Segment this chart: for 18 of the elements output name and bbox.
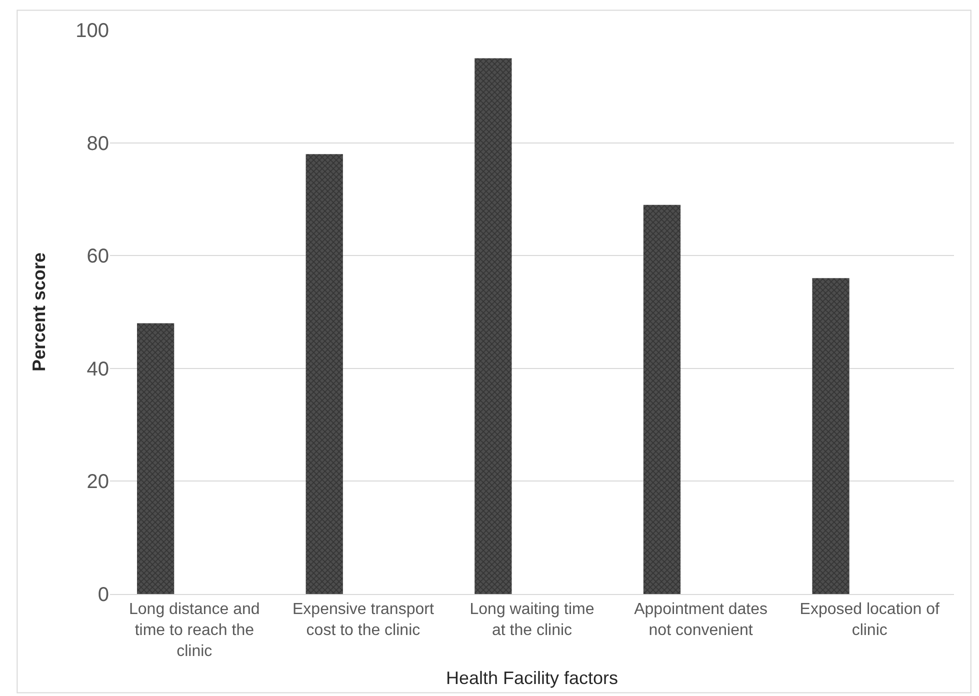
- y-tick-label: 100: [76, 20, 109, 42]
- x-tick-label: Appointment dates not convenient: [634, 601, 768, 639]
- x-tick-label: Exposed location of clinic: [800, 601, 940, 639]
- bar: [643, 204, 681, 594]
- bar: [137, 323, 174, 594]
- y-tick-label: 60: [86, 246, 109, 268]
- x-tick-label: Long waiting time at the clinic: [470, 601, 594, 639]
- bar: [474, 58, 512, 594]
- y-axis-title: Percent score: [28, 252, 49, 372]
- y-tick-label: 40: [86, 358, 109, 380]
- x-axis-title: Health Facility factors: [446, 668, 618, 688]
- y-tick-label: 80: [86, 132, 109, 155]
- bar: [306, 154, 343, 594]
- x-tick-label: Expensive transport cost to the clinic: [292, 601, 434, 639]
- y-tick-label: 20: [86, 471, 109, 494]
- x-tick-label: Long distance and time to reach the clinic: [129, 601, 260, 660]
- y-tick-label: 0: [98, 584, 109, 606]
- bar: [812, 278, 850, 594]
